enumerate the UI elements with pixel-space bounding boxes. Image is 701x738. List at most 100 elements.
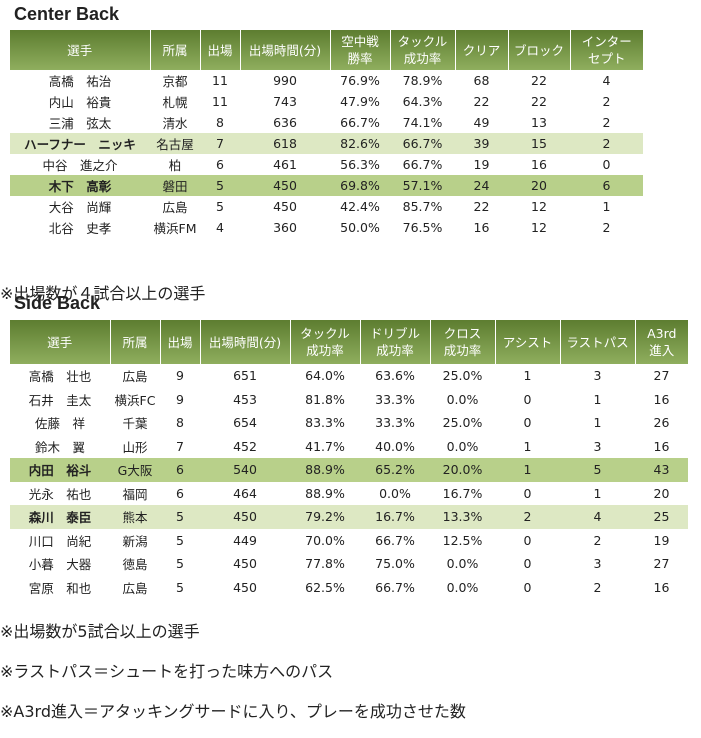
cell: 76.9% — [340, 73, 380, 88]
page: Center Back 選手 所属 出場 出場時間(分) 空中戦 勝率 タックル 成功率 クリア… — [0, 4, 688, 721]
cell: 27 — [653, 368, 670, 384]
cell: 39 — [455, 133, 508, 154]
cell: 名古屋 — [150, 133, 200, 154]
data-row: 川口 尚紀 新潟 5 449 70.0% 66.7% 12.5% 0 2 19 — [10, 529, 688, 553]
cell: 0.0% — [446, 556, 479, 572]
cell: 6 — [570, 175, 643, 196]
cell: 1 — [593, 415, 602, 431]
data-row: 内山 裕貴 札幌 11 743 47.9% 64.3% 22 22 2 — [10, 91, 643, 112]
cell: 2 — [602, 94, 611, 109]
data-row: 光永 祐也 福岡 6 464 88.9% 0.0% 16.7% 0 1 20 — [10, 482, 688, 506]
cell: 79.2% — [290, 505, 360, 529]
cell: 0.0% — [446, 579, 479, 595]
cell: 2 — [602, 220, 611, 235]
cell: 0 — [523, 391, 532, 407]
cell: 6 — [176, 485, 184, 501]
cell: 83.3% — [305, 415, 345, 431]
header-line: 選手 — [67, 42, 93, 58]
cell: 66.7% — [340, 115, 380, 130]
cell: 京都 — [162, 74, 188, 89]
cell: 16.7% — [360, 505, 430, 529]
cell: 42.4% — [340, 199, 380, 214]
header-cell: ドリブル 成功率 — [359, 320, 430, 364]
cell: 13 — [531, 115, 547, 130]
cell: 内山 裕貴 — [48, 95, 112, 110]
cell: 1 — [523, 438, 532, 454]
cell: 三浦 弦太 — [48, 116, 112, 131]
side-back-table: 選手 所属 出場 出場時間(分) タックル 成功率 ドリブル 成功率 クロス 成功率 アシスト ラスト… — [10, 320, 688, 599]
data-row: 三浦 弦太 清水 8 636 66.7% 74.1% 49 13 2 — [10, 112, 643, 133]
notes: ※出場数が5試合以上の選手 ※ラストパス＝シュートを打った味方へのパス ※A3rd進… — [0, 602, 466, 738]
cell: 74.1% — [402, 115, 443, 130]
header-line: タックル — [300, 326, 350, 341]
header-line: セプト — [587, 51, 626, 66]
header-line: 成功率 — [403, 51, 442, 66]
cell: 3 — [593, 368, 602, 384]
header-cell: 空中戦 勝率 — [329, 30, 390, 70]
header-cell: 所属 — [109, 320, 160, 364]
cell: 0 — [523, 485, 532, 501]
cell: 62.5% — [305, 579, 345, 595]
cell: 82.6% — [330, 133, 390, 154]
cell: 68 — [473, 73, 490, 88]
cell: 広島 — [162, 200, 188, 215]
cell: 16 — [653, 579, 670, 595]
header-row: 選手 所属 出場 出場時間(分) 空中戦 勝率 タックル 成功率 クリア ブロック インター セプト — [10, 30, 643, 70]
cell: 66.7% — [390, 133, 455, 154]
cell: 618 — [240, 133, 330, 154]
cell: 熊本 — [110, 505, 160, 529]
cell: 2 — [593, 579, 602, 595]
cell: 0 — [523, 579, 532, 595]
cell: 13.3% — [430, 505, 495, 529]
cell: 40.0% — [375, 438, 415, 454]
cell: 7 — [176, 438, 184, 454]
cell: 452 — [233, 438, 257, 454]
cell: 大谷 尚輝 — [48, 200, 112, 215]
header-line: 所属 — [162, 42, 188, 58]
cell: 6 — [160, 458, 200, 482]
cell: 33.3% — [375, 415, 415, 431]
cell: 0.0% — [446, 391, 479, 407]
cell: 453 — [233, 391, 257, 407]
cell: 81.8% — [305, 391, 345, 407]
cell: 540 — [200, 458, 290, 482]
section-title: Side Back — [14, 293, 101, 313]
header-line: 選手 — [47, 334, 73, 350]
table-header: 選手 所属 出場 出場時間(分) 空中戦 勝率 タックル 成功率 クリア ブロック インター セプト — [10, 30, 643, 70]
cell: 69.8% — [330, 175, 390, 196]
header-line: クロス — [443, 326, 482, 341]
header-line: 所属 — [122, 334, 148, 350]
cell: 66.7% — [375, 532, 415, 548]
cell: 0 — [523, 415, 532, 431]
cell: ハーフナー ニッキ — [10, 133, 150, 154]
header-line: 出場時間(分) — [248, 42, 322, 58]
cell: 26 — [653, 415, 670, 431]
cell: 宮原 和也 — [28, 580, 92, 596]
cell: 新潟 — [122, 533, 148, 549]
cell: 25 — [635, 505, 688, 529]
header-line: 出場 — [207, 42, 233, 58]
cell: 6 — [216, 157, 224, 172]
cell: 461 — [273, 157, 297, 172]
cell: 11 — [212, 73, 228, 88]
header-line: 空中戦 — [341, 34, 379, 49]
cell: 22 — [473, 199, 490, 214]
cell: 5 — [176, 579, 184, 595]
data-row: 小暮 大器 徳島 5 450 77.8% 75.0% 0.0% 0 3 27 — [10, 552, 688, 576]
cell: 990 — [273, 73, 297, 88]
cell: 3 — [593, 438, 602, 454]
cell: 25.0% — [442, 415, 483, 431]
header-line: 成功率 — [443, 343, 482, 358]
cell: 33.3% — [375, 391, 415, 407]
cell: 12.5% — [442, 532, 483, 548]
table-body: 高橋 祐治 京都 11 990 76.9% 78.9% 68 22 4 内山 裕貴 札幌 11 743 4… — [10, 70, 643, 238]
cell: 85.7% — [402, 199, 443, 214]
cell: 福岡 — [122, 486, 148, 502]
cell: 450 — [200, 505, 290, 529]
header-cell: タックル 成功率 — [389, 30, 455, 70]
cell: 2 — [570, 133, 643, 154]
cell: 1 — [593, 391, 602, 407]
cell: 464 — [233, 485, 257, 501]
cell: 19 — [473, 157, 490, 172]
header-line: ラストパス — [566, 334, 629, 350]
